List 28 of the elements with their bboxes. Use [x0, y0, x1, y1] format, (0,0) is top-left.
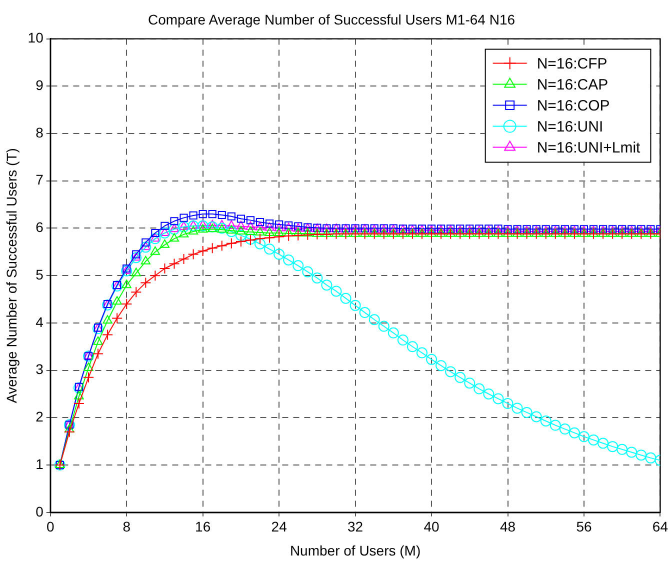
y-tick-label: 9 [36, 77, 44, 94]
y-tick-label: 5 [36, 266, 44, 282]
legend-label: N=16:UNI+Lmit [536, 139, 642, 156]
legend-label: N=16:UNI [536, 118, 604, 136]
y-tick-label: 1 [36, 456, 44, 472]
y-tick-label: 6 [36, 219, 44, 236]
x-tick-label: 24 [271, 518, 288, 535]
y-axis-title: Average Number of Successful Users (T) [3, 148, 20, 404]
x-tick-label: 32 [348, 518, 364, 535]
x-tick-label: 16 [195, 518, 211, 535]
y-tick-label: 4 [36, 314, 44, 330]
x-tick-label: 48 [500, 518, 516, 535]
y-tick-label: 2 [36, 408, 44, 425]
x-tick-label: 64 [652, 518, 668, 535]
chart-title: Compare Average Number of Successful Users M1-64 N16 [148, 11, 516, 28]
x-tick-label: 0 [46, 518, 54, 535]
x-tick-label: 40 [424, 518, 440, 535]
y-tick-label: 7 [36, 172, 44, 188]
legend-label: N=16:CFP [536, 55, 608, 72]
legend-label: N=16:COP [536, 97, 610, 114]
y-tick-label: 8 [36, 124, 44, 140]
y-tick-label: 3 [36, 361, 44, 378]
x-tick-label: 8 [122, 518, 131, 535]
y-tick-label: 10 [28, 30, 44, 46]
y-tick-label: 0 [36, 503, 44, 520]
x-axis-title: Number of Users (M) [290, 542, 421, 558]
legend-label: N=16:CAP [536, 76, 608, 94]
x-tick-label: 56 [576, 518, 592, 535]
